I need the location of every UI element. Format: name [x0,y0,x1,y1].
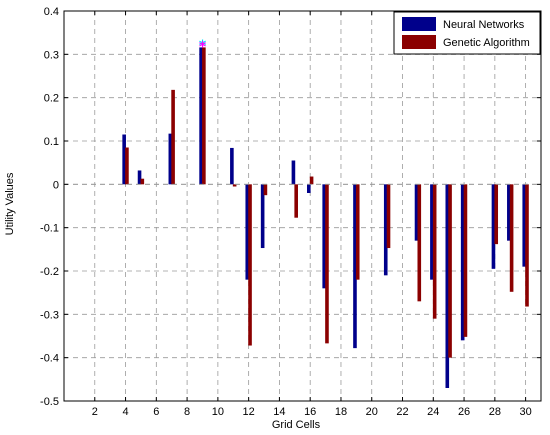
bar-neural-networks [353,184,357,349]
bar-neural-networks [122,134,126,185]
bar-genetic-algorithm [263,184,268,196]
plot-frame [63,10,542,402]
bar-genetic-algorithm [202,47,206,185]
x-tick-label: 28 [489,406,501,418]
x-tick-label: 6 [153,406,159,418]
star-marker: * [199,40,207,56]
bar-genetic-algorithm [125,147,129,185]
x-tick-label: 12 [243,406,255,418]
y-tick-labels: -0.5 -0.4 -0.3 -0.2 -0.1 0 0.1 0.2 0.3 0.4 [40,6,59,408]
bar-neural-networks [522,184,527,267]
bar-neural-networks [245,184,250,280]
bar-genetic-algorithm [140,178,145,185]
bar-neural-networks [445,184,450,388]
x-tick-label: 24 [427,406,439,418]
y-tick-label: -0.5 [40,396,59,408]
legend-label-neural-networks: Neural Networks [443,19,525,31]
y-axis-label: Utility Values [4,172,16,235]
markers-group: ** [199,38,207,56]
bar-genetic-algorithm [294,184,298,218]
bar-genetic-algorithm [463,184,468,337]
bar-neural-networks [307,184,311,193]
bar-genetic-algorithm [232,184,237,187]
x-axis-label: Grid Cells [272,419,321,431]
bar-genetic-algorithm [171,89,175,185]
y-tick-label: 0.3 [44,49,59,61]
y-tick-label: -0.3 [40,309,59,321]
y-tick-label: 0.4 [44,6,59,18]
bar-neural-networks [168,133,173,185]
x-tick-label: 8 [184,406,190,418]
bar-genetic-algorithm [494,184,499,245]
y-tick-label: -0.2 [40,266,59,278]
bar-genetic-algorithm [355,184,360,280]
y-tick-label: -0.1 [40,223,59,235]
star-marker: * [199,38,207,54]
bar-neural-networks [430,184,434,280]
bar-neural-networks [322,184,326,289]
x-tick-label: 26 [458,406,470,418]
bar-neural-networks [137,170,142,185]
x-tick-labels: 2 4 6 8 10 12 14 16 18 20 22 24 26 28 30 [92,406,532,418]
bar-genetic-algorithm [525,184,529,307]
x-tick-label: 14 [273,406,285,418]
bars-group [122,47,529,388]
bar-neural-networks [230,147,234,185]
x-tick-label: 10 [212,406,224,418]
bar-genetic-algorithm [448,184,452,358]
bar-genetic-algorithm [432,184,437,319]
x-tick-label: 18 [335,406,347,418]
bar-neural-networks [291,160,296,185]
y-tick-label: -0.4 [40,353,59,365]
x-tick-label: 22 [396,406,408,418]
bar-neural-networks [199,47,203,185]
bar-neural-networks [460,184,465,341]
bar-genetic-algorithm [509,184,514,292]
bar-genetic-algorithm [325,184,329,344]
y-tick-label: 0.1 [44,136,59,148]
bar-neural-networks [507,184,511,241]
bar-neural-networks [383,184,388,276]
bar-genetic-algorithm [248,184,252,346]
legend-label-genetic-algorithm: Genetic Algorithm [443,37,530,49]
grid-lines [64,10,541,402]
x-tick-label: 20 [366,406,378,418]
x-tick-label: 30 [519,406,531,418]
bar-neural-networks [260,184,265,249]
y-tick-label: 0 [53,179,59,191]
bar-neural-networks [414,184,419,241]
legend-swatch-neural-networks [402,17,436,31]
axes-frame [63,10,542,402]
bar-genetic-algorithm [386,184,391,249]
legend: Neural Networks Genetic Algorithm [393,11,541,55]
y-tick-label: 0.2 [44,93,59,105]
x-tick-label: 4 [122,406,128,418]
legend-swatch-genetic-algorithm [402,35,436,49]
x-tick-label: 16 [304,406,316,418]
bar-neural-networks [491,184,496,269]
bar-genetic-algorithm [309,176,314,185]
bar-genetic-algorithm [417,184,422,302]
x-tick-label: 2 [92,406,98,418]
